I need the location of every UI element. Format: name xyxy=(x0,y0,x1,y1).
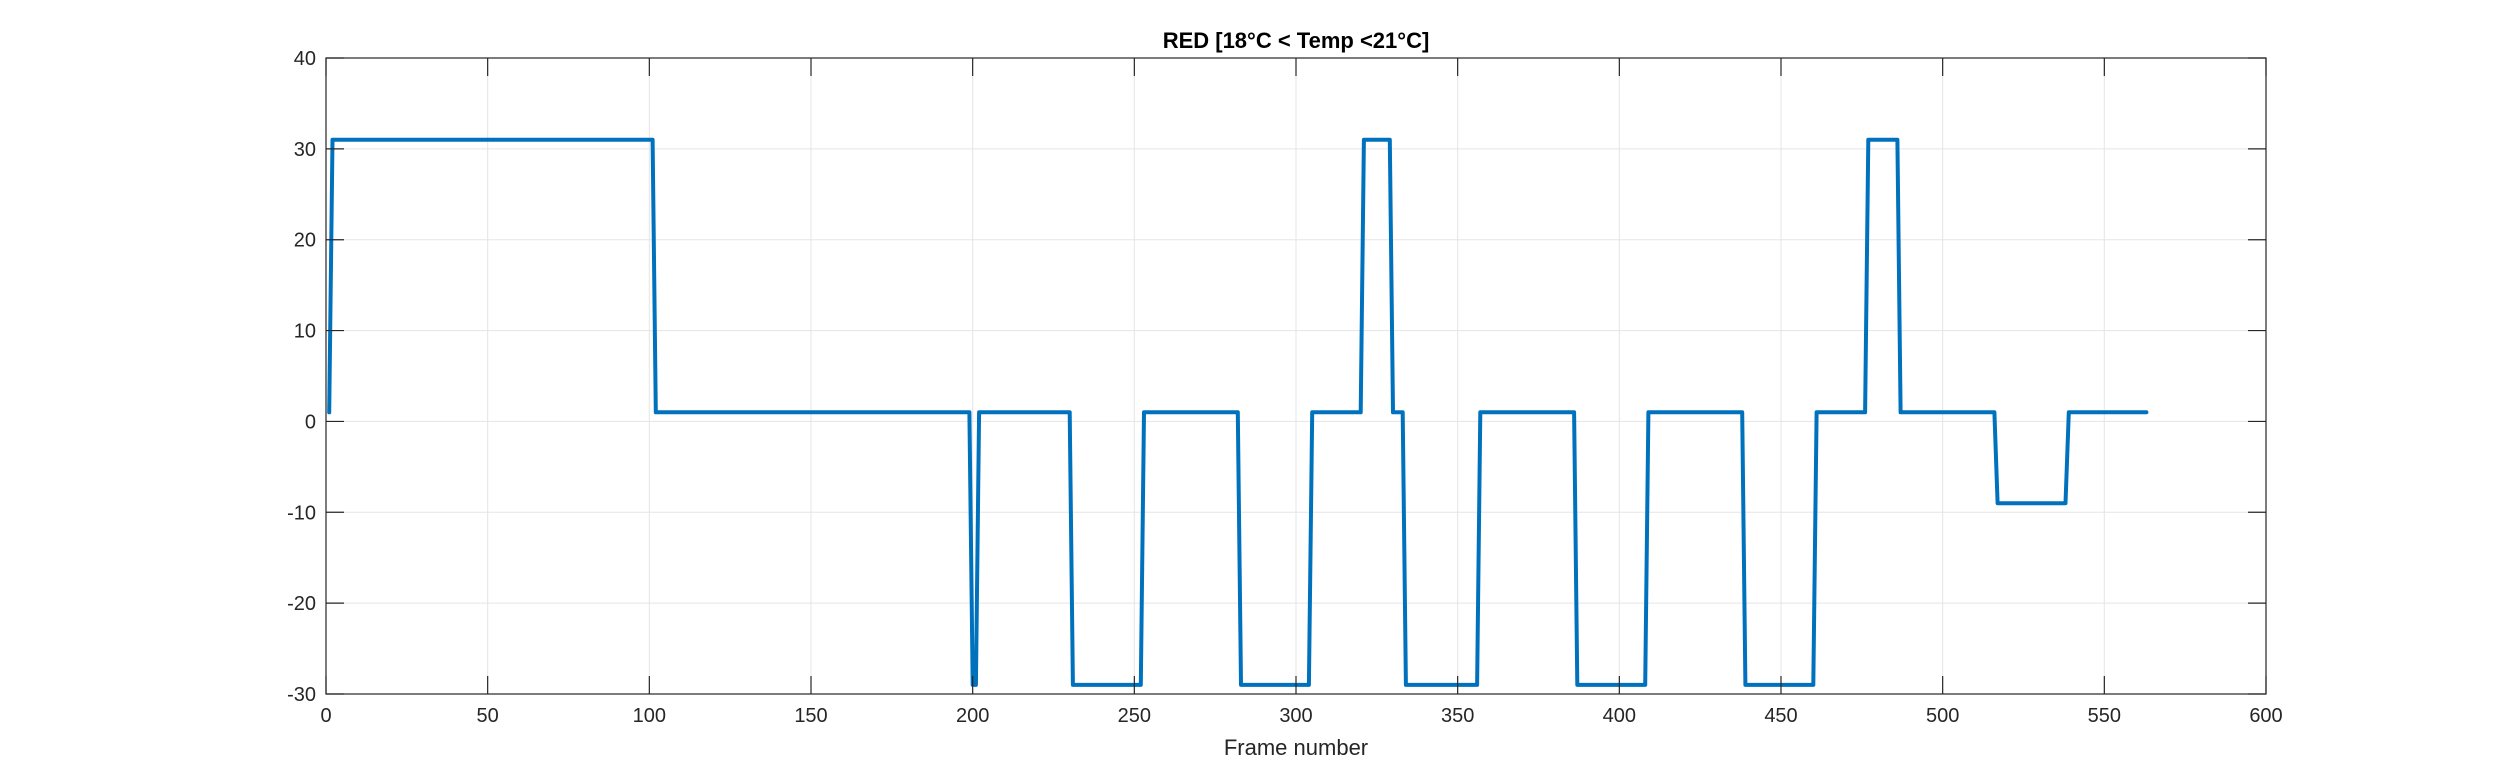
x-tick-label: 450 xyxy=(1764,705,1797,727)
x-axis-label: Frame number xyxy=(1224,735,1368,760)
y-tick-label: 0 xyxy=(305,411,316,433)
x-tick-label: 100 xyxy=(633,705,666,727)
tick-labels: 0 50 100 150 200 250 300 350 400 450 500 550 600-30-… xyxy=(287,48,2283,727)
x-tick-label: 250 xyxy=(1118,705,1151,727)
x-tick-label: 200 xyxy=(956,705,989,727)
series-layer xyxy=(327,137,2149,687)
series-line-1 xyxy=(327,137,2149,687)
y-tick-label: 20 xyxy=(294,230,316,252)
x-tick-label: 550 xyxy=(2088,705,2121,727)
y-tick-label: 30 xyxy=(294,139,316,161)
y-tick-label: 40 xyxy=(294,48,316,70)
chart-title: RED [18°C < Temp <21°C] xyxy=(1163,28,1430,53)
y-tick-label: -30 xyxy=(287,684,316,706)
x-tick-label: 500 xyxy=(1926,705,1959,727)
x-tick-label: 50 xyxy=(477,705,499,727)
x-tick-label: 150 xyxy=(794,705,827,727)
y-tick-label: -20 xyxy=(287,593,316,615)
x-tick-label: 300 xyxy=(1279,705,1312,727)
tick-marks xyxy=(325,57,2267,695)
y-tick-label: -10 xyxy=(287,502,316,524)
x-tick-label: 400 xyxy=(1603,705,1636,727)
x-tick-label: 350 xyxy=(1441,705,1474,727)
x-tick-label: 600 xyxy=(2249,705,2282,727)
y-tick-label: 10 xyxy=(294,321,316,343)
x-tick-label: 0 xyxy=(320,705,331,727)
